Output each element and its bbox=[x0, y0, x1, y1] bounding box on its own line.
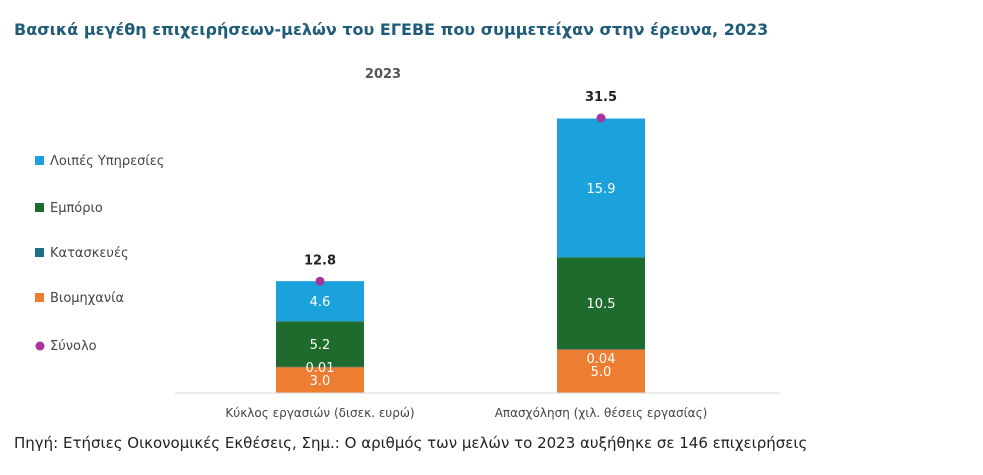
data-label-1-series-3: 15.9 bbox=[587, 182, 616, 197]
data-label-1-series-1: 0.04 bbox=[587, 352, 616, 367]
data-label-0-series-0: 3.0 bbox=[310, 374, 331, 389]
data-label-0-series-1: 0.01 bbox=[306, 361, 335, 376]
data-label-1-series-2: 10.5 bbox=[587, 297, 616, 312]
legend: Λοιπές Υπηρεσίες Εμπόριο Κατασκευές Βιομηχα… bbox=[35, 154, 164, 354]
bar-1-series-1 bbox=[557, 349, 645, 350]
legend-label-series-2: Εμπόριο bbox=[50, 201, 103, 216]
total-marker-1 bbox=[596, 113, 606, 123]
total-marker-0 bbox=[315, 276, 325, 286]
legend-label-series-0: Βιομηχανία bbox=[50, 291, 124, 306]
bar-1-series-2 bbox=[557, 257, 645, 349]
legend-marker-series-3 bbox=[35, 156, 44, 165]
legend-marker-total bbox=[35, 341, 45, 351]
data-label-1-series-0: 5.0 bbox=[591, 365, 612, 380]
legend-label-total: Σύνολο bbox=[50, 339, 97, 354]
total-label-0: 12.8 bbox=[304, 253, 336, 268]
legend-marker-series-0 bbox=[35, 293, 44, 302]
bar-0-series-3 bbox=[276, 281, 364, 322]
page-title: Βασικά μεγέθη επιχειρήσεων-μελών του ΕΓΕ… bbox=[14, 20, 769, 39]
bar-1-series-3 bbox=[557, 118, 645, 258]
legend-marker-series-2 bbox=[35, 203, 44, 212]
bar-0-series-1 bbox=[276, 366, 364, 368]
chart: 2023 Λοιπές Υπηρεσίες Εμπόριο Κατασκευές Βι… bbox=[0, 50, 983, 430]
data-label-0-series-2: 5.2 bbox=[310, 338, 331, 353]
x-tick-label-1: Απασχόληση (χιλ. θέσεις εργασίας) bbox=[495, 406, 708, 420]
bar-0-series-2 bbox=[276, 321, 364, 367]
chart-svg: 2023 Λοιπές Υπηρεσίες Εμπόριο Κατασκευές Βι… bbox=[35, 67, 780, 420]
legend-marker-series-1 bbox=[35, 248, 44, 257]
bar-0-series-0 bbox=[276, 366, 364, 393]
chart-title: 2023 bbox=[365, 67, 401, 82]
x-tick-label-0: Κύκλος εργασιών (δισεκ. ευρώ) bbox=[225, 406, 414, 420]
x-axis-labels: Κύκλος εργασιών (δισεκ. ευρώ) Απασχόληση … bbox=[225, 406, 707, 420]
data-label-0-series-3: 4.6 bbox=[310, 295, 331, 310]
total-label-1: 31.5 bbox=[585, 90, 617, 105]
source-note: Πηγή: Ετήσιες Οικονομικές Εκθέσεις, Σημ.… bbox=[14, 434, 808, 452]
bar-1-series-0 bbox=[557, 349, 645, 393]
legend-label-series-3: Λοιπές Υπηρεσίες bbox=[50, 154, 164, 169]
bars: 3.00.01 5.2 4.6 12.8 5.00.04 10.5 15.9 31.5 bbox=[276, 90, 645, 393]
legend-label-series-1: Κατασκευές bbox=[50, 246, 129, 261]
